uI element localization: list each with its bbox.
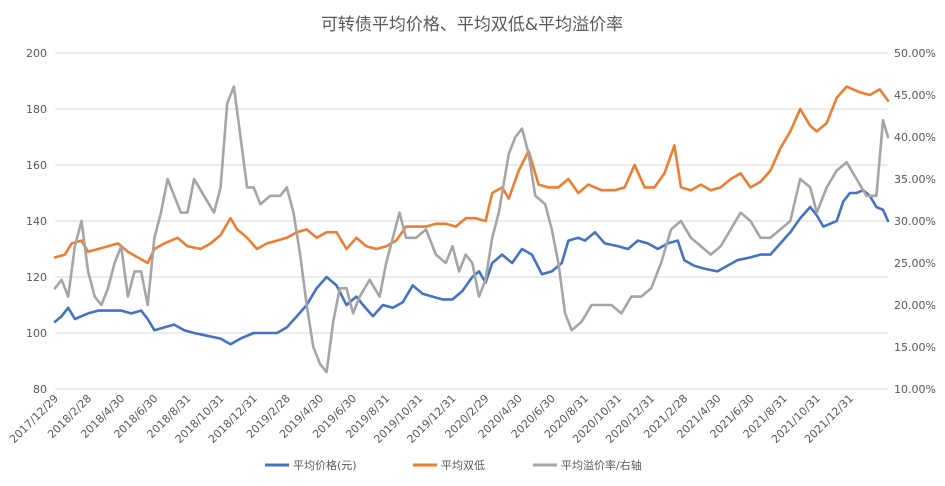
y-right-tick-label: 10.00% [894,383,936,396]
legend-label: 平均溢价率/右轴 [561,458,642,472]
legend-label: 平均双低 [441,459,485,472]
chart-title: 可转债平均价格、平均双低&平均溢价率 [321,15,623,35]
y-axis-right: 10.00% 15.00% 20.00% 25.00% 30.00% 35.00% 40.0… [894,47,936,396]
y-left-tick-label: 80 [33,383,47,396]
y-left-tick-label: 100 [26,327,47,340]
series [53,85,890,374]
y-left-tick-label: 120 [26,271,47,284]
y-left-tick-label: 160 [26,159,47,172]
legend: 平均价格(元) 平均双低 平均溢价率/右轴 [265,458,642,472]
legend-label: 平均价格(元) [293,458,357,472]
y-right-tick-label: 15.00% [894,341,936,354]
series-line-3 [53,85,890,374]
y-right-tick-label: 45.00% [894,89,936,102]
y-left-tick-label: 140 [26,215,47,228]
y-right-tick-label: 35.00% [894,173,936,186]
y-right-tick-label: 25.00% [894,257,936,270]
series-line-2 [53,85,890,265]
y-right-tick-label: 40.00% [894,131,936,144]
y-right-tick-label: 50.00% [894,47,936,60]
y-right-tick-label: 20.00% [894,299,936,312]
y-axis-left: 80 100 120 140 160 180 200 [26,47,47,396]
y-right-tick-label: 30.00% [894,215,936,228]
y-left-tick-label: 180 [26,103,47,116]
y-left-tick-label: 200 [26,47,47,60]
